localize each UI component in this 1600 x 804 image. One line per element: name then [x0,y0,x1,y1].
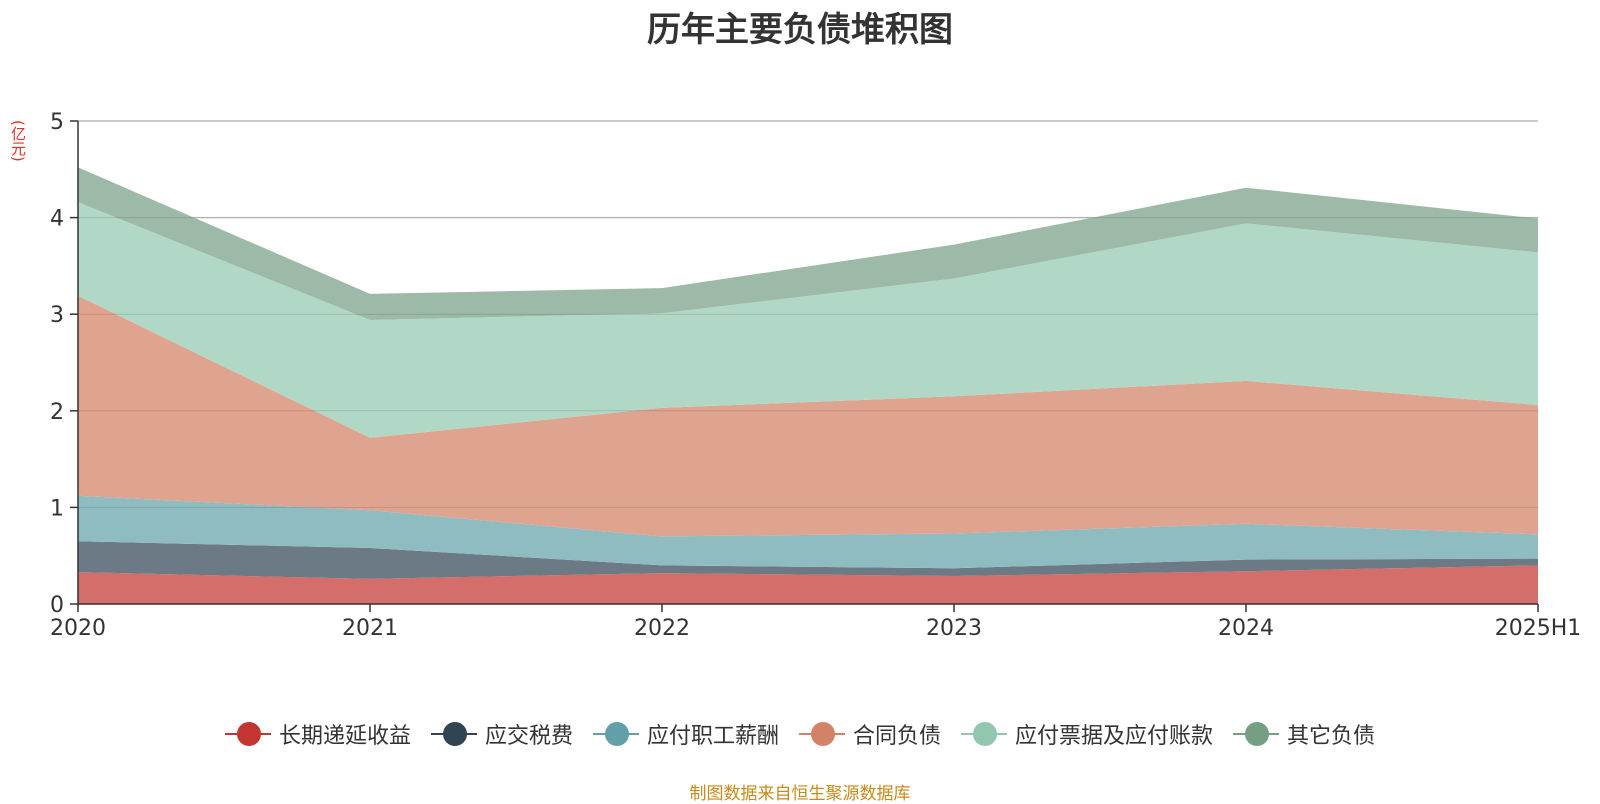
legend-marker-icon [1233,722,1280,746]
legend-marker-dot [1245,722,1270,746]
y-tick-label-3: 3 [50,303,64,328]
y-tick-label-4: 4 [50,207,64,232]
legend-label: 其它负债 [1287,724,1376,749]
area-series-1 [78,541,1538,579]
legend-marker-dot [973,722,998,746]
legend-marker-icon [592,722,639,746]
legend-label: 应付职工薪酬 [646,724,779,749]
legend-marker-dot [604,722,629,746]
x-tick-label-1: 2021 [342,616,398,641]
legend-marker-icon [961,722,1008,746]
x-tick-label-4: 2024 [1218,616,1274,641]
legend-marker-dot [811,722,835,746]
area-series-2 [78,495,1538,569]
chart-title: 历年主要负债堆积图 [647,10,953,50]
legend-item-4[interactable]: 应付票据及应付账款 [961,718,1213,750]
area-series-5 [78,167,1538,320]
legend-label: 应付票据及应付账款 [1015,724,1214,749]
legend-item-1[interactable]: 应交税费 [430,718,573,750]
legend-marker-icon [799,722,845,746]
legend-marker-dot [236,722,261,746]
y-tick-label-2: 2 [50,400,64,425]
y-tick-label-5: 5 [50,110,64,135]
legend-item-3[interactable]: 合同负债 [799,718,941,750]
x-tick-label-0: 2020 [50,616,106,641]
legend-item-0[interactable]: 长期递延收益 [224,718,411,750]
legend-marker-icon [224,722,271,746]
legend-marker-dot [442,722,467,746]
area-series-0 [78,565,1538,604]
y-tick-label-0: 0 [50,593,64,618]
area-series-3 [78,295,1538,537]
x-tick-label-2: 2022 [634,616,690,641]
chart-legend: 长期递延收益 应交税费 应付职工薪酬 合同负债 应付票据及应付账款 其它负债 [0,718,1600,750]
legend-marker-icon [430,722,477,746]
data-source-note: 制图数据来自恒生聚源数据库 [689,784,911,804]
x-tick-label-3: 2023 [926,616,982,641]
y-axis-unit-label: (亿元) [9,120,27,162]
x-tick-label-5: 2025H1 [1495,616,1582,641]
legend-label: 长期递延收益 [278,724,411,749]
legend-label: 合同负债 [853,724,942,749]
stacked-area-chart: 0 1 2 3 4 5 2020 2021 2022 2023 2024 2025H1 [50,110,1582,641]
legend-label: 应交税费 [484,724,573,749]
area-series-4 [78,202,1538,438]
legend-item-5[interactable]: 其它负债 [1233,718,1375,750]
y-tick-label-1: 1 [50,496,64,521]
legend-item-2[interactable]: 应付职工薪酬 [592,718,779,750]
